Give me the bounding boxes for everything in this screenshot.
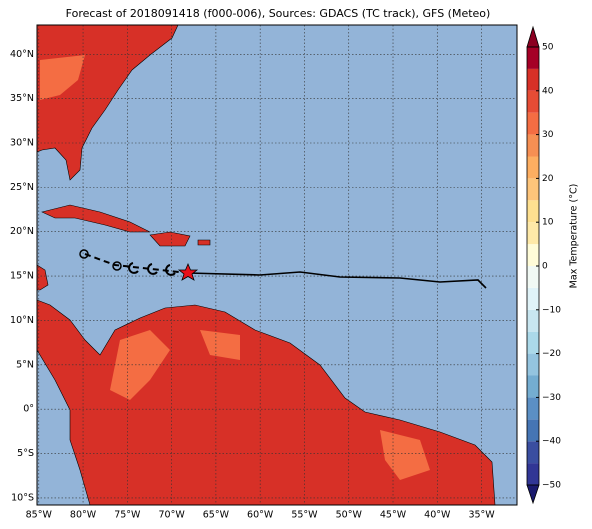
colorbar-band [527,287,539,310]
graticule [37,25,517,505]
colorbar-tick-label: −20 [542,349,561,359]
colorbar-band [527,112,539,135]
colorbar-tick-label: 40 [542,86,554,96]
colorbar-band [527,178,539,201]
tc-symbol [128,262,176,276]
tc-symbol [79,249,89,259]
colorbar-tick-label: 10 [542,218,554,228]
colorbar-band [527,134,539,157]
colorbar-band [527,419,539,442]
y-tick-label: 15°N [10,271,34,282]
colorbar-tick-label: 20 [542,174,554,184]
colorbar-extend [526,25,540,48]
tc-track [79,249,487,289]
colorbar-band [527,397,539,420]
track-past [84,253,189,274]
hispaniola [149,231,191,247]
x-tick-label: 80°W [70,510,97,521]
chart-title: Forecast of 2018091418 (f000-006), Sourc… [66,7,491,20]
tc-current-position [177,262,199,281]
tc-symbol [112,261,122,271]
puerto-rico [197,239,211,246]
y-tick-label: 40°N [10,49,34,60]
y-tick-label: 0° [23,404,34,415]
x-tick-label: 85°W [26,510,53,521]
y-tick-label: 30°N [10,138,34,149]
colorbar-band [527,441,539,464]
colorbar-tick-label: −40 [542,437,561,447]
y-tick-label: 35°N [10,93,34,104]
colorbar-tick-label: −10 [542,305,561,315]
colorbar-band [527,68,539,91]
x-tick-label: 70°W [158,510,185,521]
colorbar-band [527,353,539,376]
x-tick-label: 40°W [424,510,451,521]
colorbar-tick-label: 50 [542,43,554,53]
colorbar-band [527,309,539,332]
colorbar-tick-label: 0 [542,262,548,272]
y-tick-label: 10°N [10,315,34,326]
colorbar-extend [526,484,540,505]
map [36,24,517,506]
x-tick-label: 50°W [336,510,363,521]
y-tick-label: 25°N [10,182,34,193]
colorbar-band [527,244,539,266]
x-tick-label: 45°W [380,510,407,521]
colorbar-tick-label: 30 [542,130,554,140]
colorbar-band [527,463,539,485]
colorbar-label: Max Temperature (°C) [569,184,580,289]
x-tick-label: 60°W [247,510,274,521]
colorbar-band [527,156,539,179]
colorbar-band [527,331,539,354]
warm-patch [40,55,85,100]
colorbar-band [527,222,539,245]
y-tick-label: 10°S [11,492,34,503]
colorbar-tick-label: −30 [542,393,561,403]
x-tick-label: 55°W [291,510,318,521]
colorbar-band [527,90,539,113]
colorbar-tick-label: −50 [542,481,561,491]
map-frame [36,24,518,506]
y-tick-label: 5°N [16,359,34,370]
y-tick-label: 20°N [10,226,34,237]
track-line [187,271,487,289]
x-tick-label: 75°W [114,510,141,521]
warm-patch [110,330,430,480]
colorbar: 50 40 30 20 10 0 −10 −20 −30 −40 −50 Max Temperatur… [526,25,580,505]
x-tick-label: 35°W [468,510,495,521]
colorbar-band [527,266,539,288]
colorbar-band [527,375,539,398]
y-tick-label: 5°S [17,448,34,459]
x-tick-label: 65°W [203,510,230,521]
colorbar-band [527,47,539,69]
colorbar-band [527,200,539,223]
